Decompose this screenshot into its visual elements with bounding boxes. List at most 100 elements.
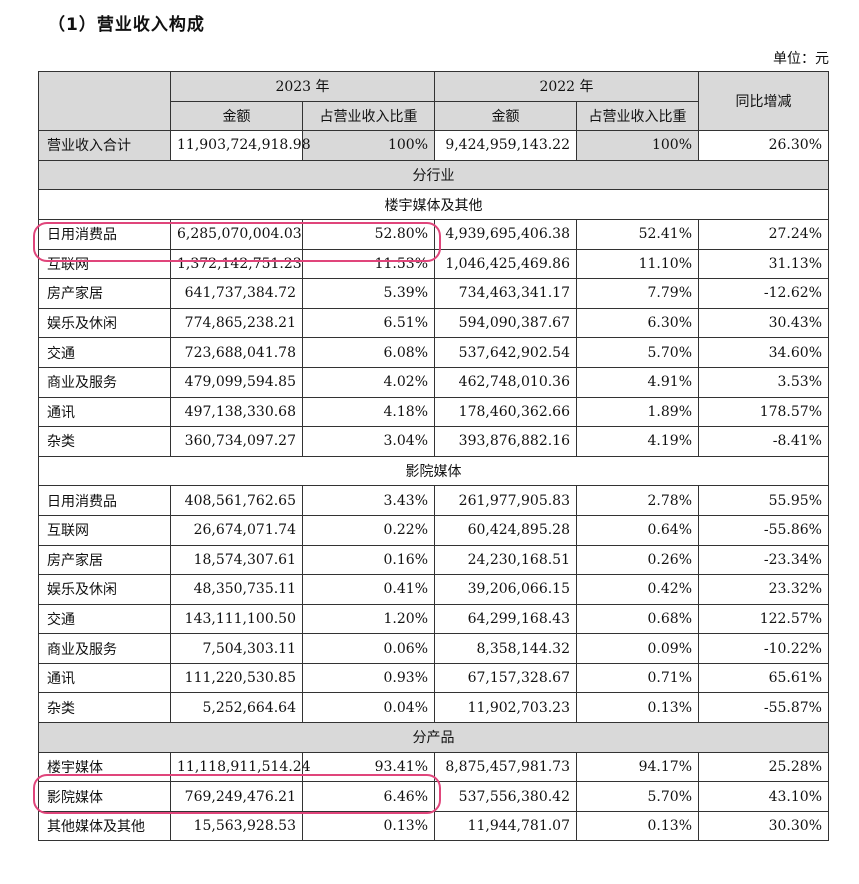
cell-a2022: 24,230,168.51 bbox=[434, 544, 577, 576]
table-row: 日用消费品 6,285,070,004.03 52.80% 4,939,695,406… bbox=[38, 218, 829, 250]
total-ratio-2023: 100% bbox=[302, 130, 435, 161]
cell-yoy: -10.22% bbox=[698, 633, 829, 664]
header-amount-2022: 金额 bbox=[434, 100, 577, 132]
total-ratio-2022: 100% bbox=[576, 130, 699, 161]
table-row: 商业及服务 7,504,303.11 0.06% 8,358,144.32 0.09% -… bbox=[38, 633, 829, 664]
cell-yoy: 30.30% bbox=[698, 810, 829, 842]
cell-yoy: 178.57% bbox=[698, 396, 829, 428]
total-amount-2022: 9,424,959,143.22 bbox=[434, 130, 577, 161]
cell-yoy: 25.28% bbox=[698, 751, 829, 783]
header-amount-2023: 金额 bbox=[170, 100, 303, 132]
cell-a2022: 11,944,781.07 bbox=[434, 810, 577, 842]
cell-a2023: 18,574,307.61 bbox=[170, 544, 303, 576]
cell-a2023: 111,220,530.85 bbox=[170, 662, 303, 694]
cell-r2023: 1.20% bbox=[302, 603, 435, 635]
header-2022: 2022 年 bbox=[434, 71, 699, 102]
cell-label: 日用消费品 bbox=[38, 218, 171, 250]
group2-body: 日用消费品 408,561,762.65 3.43% 261,977,905.83 2.… bbox=[38, 485, 829, 724]
cell-r2022: 0.68% bbox=[576, 603, 699, 635]
cell-a2022: 734,463,341.17 bbox=[434, 278, 577, 309]
cell-r2023: 3.43% bbox=[302, 485, 435, 516]
cell-label: 房产家居 bbox=[38, 544, 171, 576]
total-label: 营业收入合计 bbox=[38, 130, 171, 161]
cell-a2023: 7,504,303.11 bbox=[170, 633, 303, 664]
table-row: 日用消费品 408,561,762.65 3.43% 261,977,905.83 2.… bbox=[38, 485, 829, 516]
cell-yoy: 27.24% bbox=[698, 218, 829, 250]
cell-label: 通讯 bbox=[38, 662, 171, 694]
cell-a2022: 261,977,905.83 bbox=[434, 485, 577, 516]
cell-r2022: 94.17% bbox=[576, 751, 699, 783]
cell-r2023: 0.16% bbox=[302, 544, 435, 576]
group1-label: 楼宇媒体及其他 bbox=[38, 189, 829, 220]
cell-r2022: 0.13% bbox=[576, 810, 699, 842]
cell-yoy: 122.57% bbox=[698, 603, 829, 635]
cell-label: 互联网 bbox=[38, 514, 171, 546]
cell-a2022: 8,875,457,981.73 bbox=[434, 751, 577, 783]
table-row: 房产家居 641,737,384.72 5.39% 734,463,341.17 7.7… bbox=[38, 278, 829, 309]
revenue-table: 2023 年 2022 年 同比增减 金额 占营业收入比重 金额 占营业收入比重… bbox=[38, 70, 829, 842]
cell-label: 楼宇媒体 bbox=[38, 751, 171, 783]
cell-a2022: 537,642,902.54 bbox=[434, 337, 577, 368]
cell-a2023: 408,561,762.65 bbox=[170, 485, 303, 516]
table-row: 通讯 111,220,530.85 0.93% 67,157,328.67 0.71% 6… bbox=[38, 662, 829, 694]
cell-a2022: 11,902,703.23 bbox=[434, 692, 577, 724]
cell-a2023: 143,111,100.50 bbox=[170, 603, 303, 635]
cell-yoy: -55.87% bbox=[698, 692, 829, 724]
header-row-years: 2023 年 2022 年 同比增减 bbox=[38, 70, 829, 132]
cell-a2023: 5,252,664.64 bbox=[170, 692, 303, 724]
cell-r2022: 4.19% bbox=[576, 426, 699, 457]
cell-label: 房产家居 bbox=[38, 278, 171, 309]
table-row: 通讯 497,138,330.68 4.18% 178,460,362.66 1.89%… bbox=[38, 396, 829, 428]
cell-r2022: 2.78% bbox=[576, 485, 699, 516]
table-row: 杂类 5,252,664.64 0.04% 11,902,703.23 0.13% -55… bbox=[38, 692, 829, 724]
cell-label: 日用消费品 bbox=[38, 485, 171, 516]
cell-r2022: 52.41% bbox=[576, 218, 699, 250]
cell-a2023: 15,563,928.53 bbox=[170, 810, 303, 842]
cell-yoy: 31.13% bbox=[698, 248, 829, 280]
cell-a2022: 8,358,144.32 bbox=[434, 633, 577, 664]
cell-a2023: 641,737,384.72 bbox=[170, 278, 303, 309]
cell-r2023: 4.18% bbox=[302, 396, 435, 428]
table-row: 商业及服务 479,099,594.85 4.02% 462,748,010.36 4.… bbox=[38, 366, 829, 398]
cell-a2022: 4,939,695,406.38 bbox=[434, 218, 577, 250]
table-row: 杂类 360,734,097.27 3.04% 393,876,882.16 4.19%… bbox=[38, 426, 829, 457]
cell-label: 杂类 bbox=[38, 692, 171, 724]
cell-r2023: 11.53% bbox=[302, 248, 435, 280]
cell-a2022: 594,090,387.67 bbox=[434, 307, 577, 339]
cell-a2023: 6,285,070,004.03 bbox=[170, 218, 303, 250]
cell-a2022: 178,460,362.66 bbox=[434, 396, 577, 428]
cell-r2022: 4.91% bbox=[576, 366, 699, 398]
table-row: 互联网 1,372,142,751.23 11.53% 1,046,425,469.8… bbox=[38, 248, 829, 280]
cell-yoy: 23.32% bbox=[698, 574, 829, 605]
table-row: 房产家居 18,574,307.61 0.16% 24,230,168.51 0.26%… bbox=[38, 544, 829, 576]
cell-r2023: 0.22% bbox=[302, 514, 435, 546]
group2-label: 影院媒体 bbox=[38, 455, 829, 487]
cell-label: 互联网 bbox=[38, 248, 171, 280]
cell-yoy: 30.43% bbox=[698, 307, 829, 339]
cell-a2022: 60,424,895.28 bbox=[434, 514, 577, 546]
cell-a2023: 26,674,071.74 bbox=[170, 514, 303, 546]
total-amount-2023: 11,903,724,918.98 bbox=[170, 130, 311, 161]
cell-a2022: 1,046,425,469.86 bbox=[434, 248, 577, 280]
header-yoy: 同比增减 bbox=[698, 70, 829, 132]
section-row-industry: 分行业 bbox=[38, 159, 829, 191]
cell-a2022: 537,556,380.42 bbox=[434, 781, 577, 812]
cell-r2023: 3.04% bbox=[302, 426, 435, 457]
cell-a2023: 48,350,735.11 bbox=[170, 574, 303, 605]
cell-r2022: 11.10% bbox=[576, 248, 699, 280]
header-2023: 2023 年 bbox=[170, 71, 435, 102]
cell-r2023: 0.13% bbox=[302, 810, 435, 842]
cell-a2023: 774,865,238.21 bbox=[170, 307, 303, 339]
cell-r2022: 5.70% bbox=[576, 781, 699, 812]
cell-a2023: 11,118,911,514.24 bbox=[170, 751, 311, 783]
table-row: 娱乐及休闲 48,350,735.11 0.41% 39,206,066.15 0.42… bbox=[38, 574, 829, 605]
product-body: 楼宇媒体 11,118,911,514.24 93.41% 8,875,457,981… bbox=[38, 751, 829, 842]
cell-yoy: 43.10% bbox=[698, 781, 829, 812]
cell-r2022: 7.79% bbox=[576, 278, 699, 309]
cell-a2022: 67,157,328.67 bbox=[434, 662, 577, 694]
cell-r2022: 0.71% bbox=[576, 662, 699, 694]
cell-r2022: 0.64% bbox=[576, 514, 699, 546]
cell-a2023: 479,099,594.85 bbox=[170, 366, 303, 398]
cell-r2023: 5.39% bbox=[302, 278, 435, 309]
total-row: 营业收入合计 11,903,724,918.98 100% 9,424,959,… bbox=[38, 130, 829, 161]
